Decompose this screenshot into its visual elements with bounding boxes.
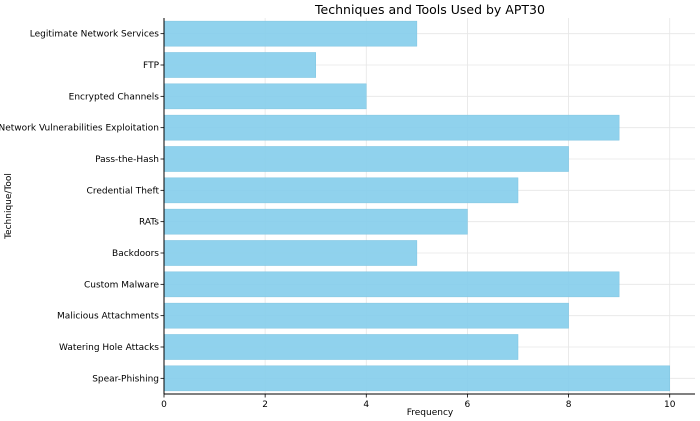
chart-title: Techniques and Tools Used by APT30 [314, 2, 545, 17]
y-tick-label: Custom Malware [84, 280, 159, 290]
bar [163, 52, 316, 78]
bar [163, 240, 418, 266]
bar [163, 271, 620, 298]
y-tick-label: Credential Theft [87, 186, 160, 196]
y-tick-label: Spear-Phishing [92, 374, 159, 384]
y-axis-label: Technique/Tool [4, 173, 14, 240]
y-tick-label: Backdoors [112, 249, 159, 259]
bar [163, 302, 569, 329]
bar [163, 177, 519, 204]
x-tick-label: 8 [566, 400, 572, 410]
y-tick-label: Encrypted Channels [69, 92, 160, 102]
x-tick-label: 0 [161, 400, 167, 410]
bar [163, 83, 367, 110]
x-tick-label: 10 [664, 400, 676, 410]
y-tick-label: Network Vulnerabilities Exploitation [0, 124, 159, 134]
bar [163, 334, 519, 360]
bars [163, 20, 670, 392]
bar [163, 114, 620, 141]
bar [163, 208, 468, 235]
y-tick-label: FTP [143, 61, 160, 71]
y-tick-label: Legitimate Network Services [30, 30, 160, 40]
bar [163, 365, 670, 392]
y-tick-label: Malicious Attachments [57, 312, 159, 322]
bar [163, 146, 569, 172]
axes: 0 2 4 6 8 10 Spear-Phishing Watering Hole Attac… [0, 18, 695, 410]
y-tick-label: RATs [139, 218, 159, 228]
bar [163, 20, 418, 47]
x-axis-label: Frequency [407, 408, 454, 418]
y-tick-label: Watering Hole Attacks [59, 343, 159, 353]
y-tick-label: Pass-the-Hash [95, 155, 159, 165]
x-tick-label: 2 [262, 400, 268, 410]
x-tick-label: 6 [465, 400, 471, 410]
x-tick-label: 4 [363, 400, 369, 410]
